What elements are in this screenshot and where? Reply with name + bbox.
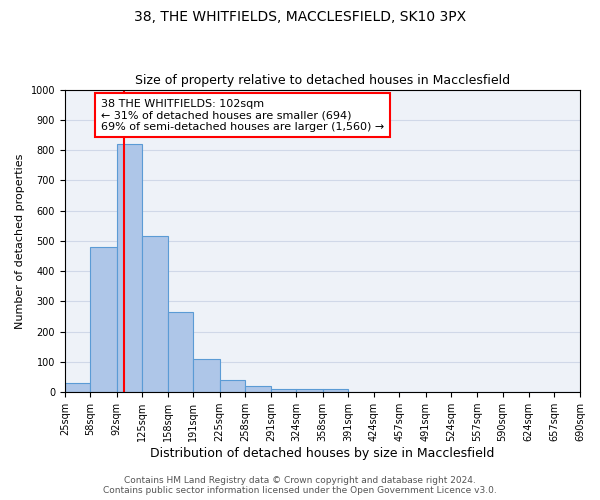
Bar	[142, 236, 168, 392]
Bar	[168, 312, 193, 392]
Text: 38 THE WHITFIELDS: 102sqm
← 31% of detached houses are smaller (694)
69% of semi: 38 THE WHITFIELDS: 102sqm ← 31% of detac…	[101, 98, 384, 132]
Bar	[91, 247, 116, 392]
Bar	[193, 359, 220, 392]
Text: Contains HM Land Registry data © Crown copyright and database right 2024.
Contai: Contains HM Land Registry data © Crown c…	[103, 476, 497, 495]
Bar	[271, 388, 296, 392]
X-axis label: Distribution of detached houses by size in Macclesfield: Distribution of detached houses by size …	[150, 447, 494, 460]
Bar	[116, 144, 142, 392]
Bar	[245, 386, 271, 392]
Bar	[220, 380, 245, 392]
Bar	[65, 383, 91, 392]
Bar	[323, 389, 349, 392]
Title: Size of property relative to detached houses in Macclesfield: Size of property relative to detached ho…	[135, 74, 510, 87]
Y-axis label: Number of detached properties: Number of detached properties	[15, 153, 25, 328]
Text: 38, THE WHITFIELDS, MACCLESFIELD, SK10 3PX: 38, THE WHITFIELDS, MACCLESFIELD, SK10 3…	[134, 10, 466, 24]
Bar	[296, 389, 323, 392]
